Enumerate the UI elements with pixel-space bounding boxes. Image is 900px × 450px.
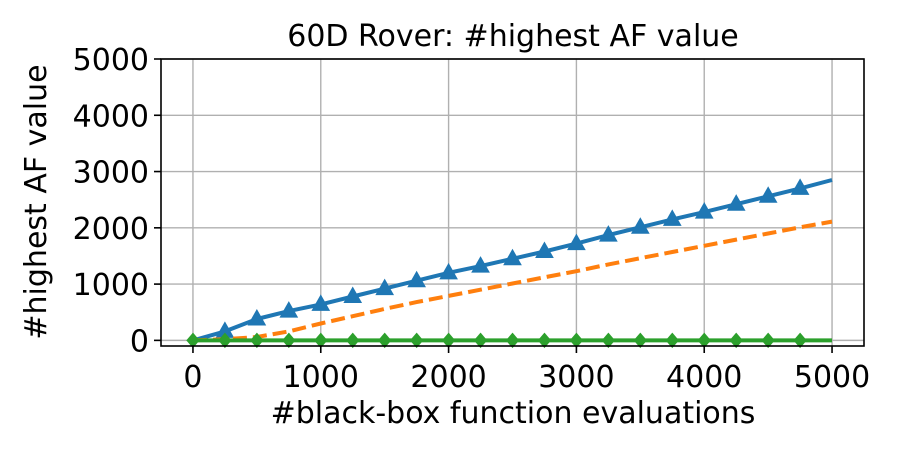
data-point [439, 262, 458, 280]
data-point [537, 332, 552, 349]
y-tick-label: 0 [130, 324, 149, 359]
x-tick-label: 1000 [283, 360, 359, 395]
y-tick-label: 4000 [73, 99, 149, 134]
x-tick-label: 4000 [666, 360, 742, 395]
series-3 [186, 332, 832, 349]
grid [161, 58, 864, 346]
y-tick-label: 5000 [73, 43, 149, 78]
data-point [505, 332, 520, 349]
data-point [247, 308, 267, 326]
x-tick-label: 5000 [794, 360, 870, 395]
data-point [282, 332, 296, 349]
data-point [761, 332, 775, 349]
data-point [665, 332, 679, 349]
data-point [793, 332, 807, 349]
chart-title: 60D Rover: #highest AF value [287, 19, 739, 54]
series-2 [192, 219, 833, 343]
y-axis: 0 1000 2000 3000 4000 5000 [73, 43, 161, 359]
data-point [473, 332, 488, 349]
data-point [694, 202, 714, 219]
data-point [758, 186, 778, 203]
data-point [409, 332, 424, 349]
data-point [375, 278, 395, 296]
x-axis-label: #black-box function evaluations [271, 396, 756, 431]
data-point [250, 332, 264, 349]
data-point [279, 301, 299, 318]
data-point [471, 256, 490, 273]
y-axis-label: #highest AF value [19, 64, 54, 339]
data-point [790, 178, 810, 195]
data-point [633, 332, 647, 349]
data-point [407, 270, 426, 288]
data-point [726, 194, 746, 211]
data-point [346, 332, 360, 349]
data-point [535, 241, 554, 258]
x-tick-label: 3000 [538, 360, 614, 395]
data-point [601, 332, 616, 349]
x-tick-label: 2000 [410, 360, 486, 395]
x-tick-label: 0 [183, 360, 202, 395]
series-line [192, 219, 833, 343]
x-axis: 0 1000 2000 3000 4000 5000 [183, 346, 870, 395]
data-point [630, 217, 650, 234]
data-point [378, 332, 392, 349]
axes-frame [160, 58, 865, 347]
data-point [729, 332, 743, 349]
series-1 [192, 178, 833, 343]
data-point [503, 248, 522, 266]
data-point [343, 286, 363, 303]
y-tick-label: 2000 [73, 212, 149, 247]
data-point [311, 294, 331, 311]
data-point [567, 233, 586, 251]
data-point [599, 225, 618, 242]
data-point [662, 209, 682, 226]
y-tick-label: 1000 [73, 268, 149, 303]
plot-area [186, 178, 833, 349]
data-point [218, 332, 232, 349]
y-tick-label: 3000 [73, 156, 149, 191]
